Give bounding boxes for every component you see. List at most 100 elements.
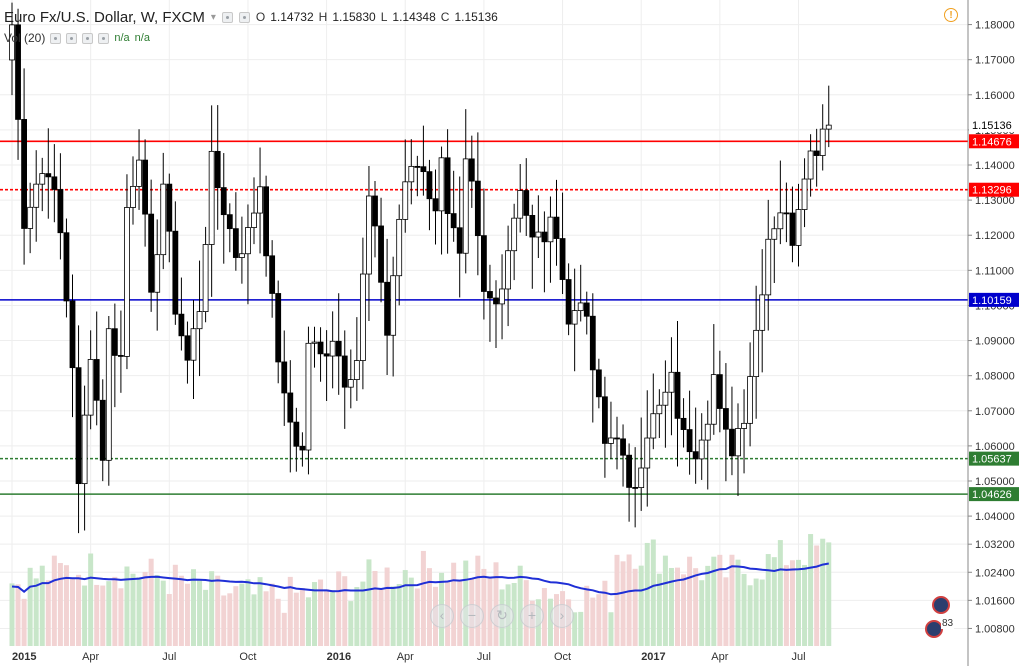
candle[interactable] <box>589 293 596 423</box>
candle[interactable] <box>517 164 524 233</box>
candle[interactable] <box>245 204 251 305</box>
candle[interactable] <box>420 125 427 196</box>
candle[interactable] <box>166 173 173 263</box>
candle[interactable] <box>63 218 70 318</box>
candle[interactable] <box>426 159 433 231</box>
volume-indicator-title[interactable]: Vol (20) <box>4 31 46 45</box>
candle[interactable] <box>238 216 245 284</box>
candle[interactable] <box>136 129 142 210</box>
candle[interactable] <box>674 320 681 467</box>
candle[interactable] <box>505 225 512 327</box>
candle[interactable] <box>741 389 747 474</box>
candle[interactable] <box>547 196 554 283</box>
candle[interactable] <box>704 400 711 490</box>
candle[interactable] <box>124 174 130 370</box>
candle[interactable] <box>154 219 161 331</box>
candle[interactable] <box>105 316 112 486</box>
visibility-icon[interactable] <box>82 32 94 44</box>
candle[interactable] <box>462 109 469 274</box>
candle[interactable] <box>602 376 608 478</box>
candle[interactable] <box>293 407 300 472</box>
candle[interactable] <box>299 432 306 467</box>
candle[interactable] <box>178 277 185 351</box>
candle[interactable] <box>190 299 197 399</box>
candle[interactable] <box>487 264 493 342</box>
candle[interactable] <box>323 330 330 401</box>
candle[interactable] <box>432 169 439 245</box>
candle[interactable] <box>75 325 82 534</box>
candle[interactable] <box>317 327 324 382</box>
zoom-in-button[interactable]: + <box>520 604 544 628</box>
candle[interactable] <box>662 360 669 448</box>
candle[interactable] <box>499 254 505 340</box>
candle[interactable] <box>723 363 729 482</box>
candle[interactable] <box>311 326 318 368</box>
scroll-left-button[interactable]: ‹ <box>430 604 454 628</box>
candle[interactable] <box>571 268 578 372</box>
candle[interactable] <box>69 274 76 418</box>
candle[interactable] <box>620 424 626 487</box>
candle[interactable] <box>668 337 675 436</box>
candle[interactable] <box>735 403 741 497</box>
candle[interactable] <box>118 310 124 393</box>
candle[interactable] <box>595 358 602 409</box>
scroll-right-button[interactable]: › <box>550 604 574 628</box>
chevron-down-icon[interactable]: ▾ <box>210 11 216 23</box>
flag-icon[interactable] <box>925 620 943 638</box>
candle[interactable] <box>232 192 239 271</box>
candle[interactable] <box>347 349 354 409</box>
candle[interactable] <box>626 443 632 522</box>
candle[interactable] <box>608 401 614 459</box>
candle[interactable] <box>263 175 270 277</box>
candle[interactable] <box>27 182 34 254</box>
settings-icon[interactable] <box>221 11 233 23</box>
candle[interactable] <box>226 203 233 253</box>
candle[interactable] <box>269 240 276 318</box>
candle[interactable] <box>698 413 705 480</box>
candle[interactable] <box>771 216 778 283</box>
candle[interactable] <box>789 186 796 263</box>
candle[interactable] <box>353 317 360 401</box>
candle[interactable] <box>801 158 808 228</box>
candle[interactable] <box>287 360 294 473</box>
candle[interactable] <box>541 211 548 293</box>
candle[interactable] <box>535 195 542 259</box>
symbol-title[interactable]: Euro Fx/U.S. Dollar, W, FXCM <box>4 8 205 26</box>
candle[interactable] <box>87 330 94 430</box>
reset-button[interactable]: ↻ <box>490 604 514 628</box>
candle[interactable] <box>644 390 651 507</box>
candle[interactable] <box>650 373 657 450</box>
candle[interactable] <box>341 330 348 429</box>
flag-icon[interactable] <box>932 596 950 614</box>
candle[interactable] <box>795 183 802 267</box>
candle[interactable] <box>39 157 46 212</box>
candle[interactable] <box>214 105 221 230</box>
candle[interactable] <box>493 280 499 348</box>
candle[interactable] <box>414 155 421 197</box>
candle[interactable] <box>281 330 288 426</box>
candle[interactable] <box>45 128 52 219</box>
candle[interactable] <box>15 8 21 160</box>
candle[interactable] <box>366 166 372 322</box>
candle[interactable] <box>638 417 645 511</box>
candle[interactable] <box>692 407 699 484</box>
candle[interactable] <box>402 139 409 233</box>
candle[interactable] <box>656 389 663 438</box>
candle[interactable] <box>99 379 106 482</box>
candle[interactable] <box>577 264 584 322</box>
candle[interactable] <box>390 256 397 377</box>
candle[interactable] <box>305 326 312 475</box>
candle[interactable] <box>220 153 227 264</box>
close-icon[interactable] <box>98 32 110 44</box>
candle[interactable] <box>813 128 820 187</box>
settings-icon[interactable] <box>66 32 78 44</box>
candle[interactable] <box>765 199 772 331</box>
candle[interactable] <box>81 385 88 531</box>
candle[interactable] <box>251 177 257 245</box>
warning-icon[interactable]: ! <box>944 8 958 22</box>
candle[interactable] <box>456 176 463 298</box>
candle[interactable] <box>202 226 209 323</box>
candle[interactable] <box>559 192 566 295</box>
candle[interactable] <box>148 179 155 312</box>
